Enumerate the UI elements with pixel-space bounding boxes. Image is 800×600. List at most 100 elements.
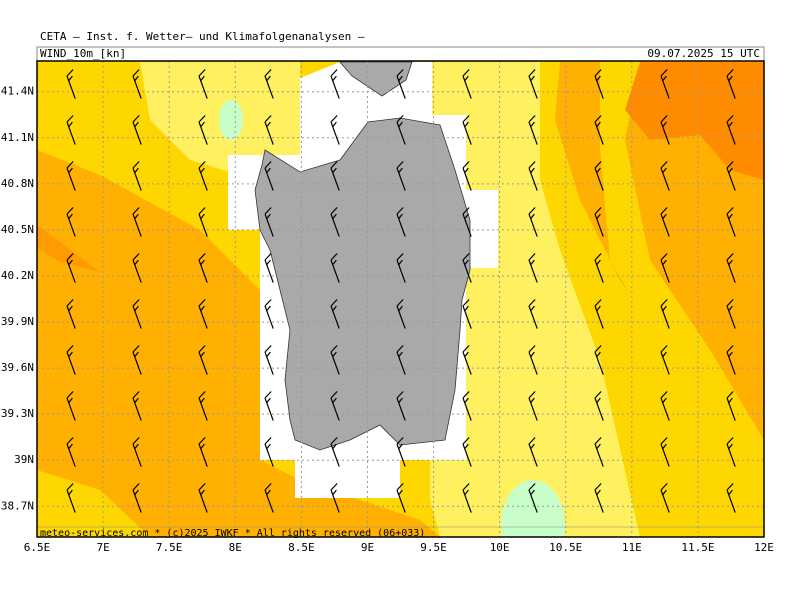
- barb-feather: [266, 489, 271, 496]
- barb-feather: [594, 437, 602, 445]
- barb-feather: [66, 69, 74, 77]
- barb-feather: [398, 351, 403, 358]
- barb-feather: [132, 345, 140, 353]
- wind-barb: [462, 115, 472, 145]
- barb-feather: [396, 253, 404, 261]
- wind-barb: [132, 345, 142, 375]
- barb-feather: [396, 391, 404, 399]
- wind-barb: [660, 345, 670, 375]
- wind-barb: [66, 391, 76, 421]
- wind-barb: [528, 161, 538, 191]
- barb-feather: [528, 253, 536, 261]
- barb-feather: [198, 483, 206, 491]
- wind-barb: [264, 161, 274, 191]
- barb-staff: [396, 443, 406, 467]
- barb-feather: [462, 207, 470, 215]
- barb-staff: [396, 259, 406, 283]
- barb-staff: [396, 351, 406, 375]
- barb-feather: [264, 253, 272, 261]
- barb-staff: [462, 167, 472, 191]
- barb-staff: [594, 351, 604, 375]
- barb-staff: [264, 121, 274, 145]
- barb-feather: [66, 161, 74, 169]
- barb-staff: [66, 489, 76, 513]
- x-tick-label: 9E: [361, 541, 374, 554]
- wind-barb: [396, 345, 406, 375]
- barb-staff: [660, 397, 670, 421]
- barb-staff: [396, 167, 406, 191]
- wind-barb: [198, 253, 208, 283]
- barb-feather: [396, 437, 404, 445]
- barb-staff: [264, 489, 274, 513]
- barb-feather: [68, 259, 73, 266]
- barb-feather: [596, 489, 601, 496]
- wind-barb: [198, 299, 208, 329]
- barb-staff: [66, 351, 76, 375]
- barb-feather: [726, 483, 734, 491]
- barb-staff: [66, 121, 76, 145]
- wind-barb: [594, 299, 604, 329]
- wind-barb: [330, 69, 340, 99]
- barb-staff: [726, 351, 736, 375]
- barb-feather: [132, 437, 140, 445]
- barb-feather: [198, 115, 206, 123]
- barb-feather: [464, 397, 469, 404]
- barb-staff: [198, 259, 208, 283]
- barb-feather: [200, 443, 205, 450]
- barb-feather: [464, 213, 469, 220]
- barb-staff: [396, 305, 406, 329]
- barb-feather: [266, 167, 271, 174]
- wind-barb: [660, 437, 670, 467]
- barb-feather: [332, 351, 337, 358]
- barb-feather: [728, 305, 733, 312]
- barb-feather: [396, 161, 404, 169]
- barb-staff: [528, 397, 538, 421]
- barb-feather: [726, 207, 734, 215]
- y-tick-label: 39.9N: [1, 315, 34, 328]
- barb-feather: [134, 167, 139, 174]
- barb-staff: [198, 75, 208, 99]
- barb-staff: [528, 259, 538, 283]
- x-tick-label: 6.5E: [24, 541, 51, 554]
- wind-barbs: [66, 69, 736, 513]
- barb-feather: [332, 75, 337, 82]
- barb-feather: [662, 305, 667, 312]
- barb-staff: [660, 489, 670, 513]
- y-tick-label: 40.8N: [1, 177, 34, 190]
- barb-staff: [132, 259, 142, 283]
- barb-feather: [266, 75, 271, 82]
- barb-feather: [66, 299, 74, 307]
- barb-feather: [66, 115, 74, 123]
- barb-feather: [728, 259, 733, 266]
- barb-feather: [266, 305, 271, 312]
- wind-barb: [660, 115, 670, 145]
- barb-feather: [530, 305, 535, 312]
- barb-staff: [660, 75, 670, 99]
- wind-barb: [132, 253, 142, 283]
- barb-staff: [660, 167, 670, 191]
- barb-staff: [462, 351, 472, 375]
- wind-barb: [528, 483, 538, 513]
- x-tick-label: 7.5E: [156, 541, 183, 554]
- barb-feather: [528, 299, 536, 307]
- barb-feather: [596, 213, 601, 220]
- barb-feather: [662, 351, 667, 358]
- x-tick-label: 10E: [490, 541, 510, 554]
- barb-feather: [198, 299, 206, 307]
- barb-feather: [68, 443, 73, 450]
- barb-feather: [198, 161, 206, 169]
- barb-feather: [462, 69, 470, 77]
- barb-feather: [200, 305, 205, 312]
- barb-feather: [660, 253, 668, 261]
- barb-feather: [596, 75, 601, 82]
- barb-feather: [134, 351, 139, 358]
- barb-feather: [66, 391, 74, 399]
- barb-feather: [266, 121, 271, 128]
- barb-staff: [330, 397, 340, 421]
- barb-feather: [528, 345, 536, 353]
- x-tick-label: 8.5E: [288, 541, 315, 554]
- barb-feather: [660, 69, 668, 77]
- x-tick-label: 7E: [96, 541, 109, 554]
- barb-feather: [530, 75, 535, 82]
- barb-staff: [660, 351, 670, 375]
